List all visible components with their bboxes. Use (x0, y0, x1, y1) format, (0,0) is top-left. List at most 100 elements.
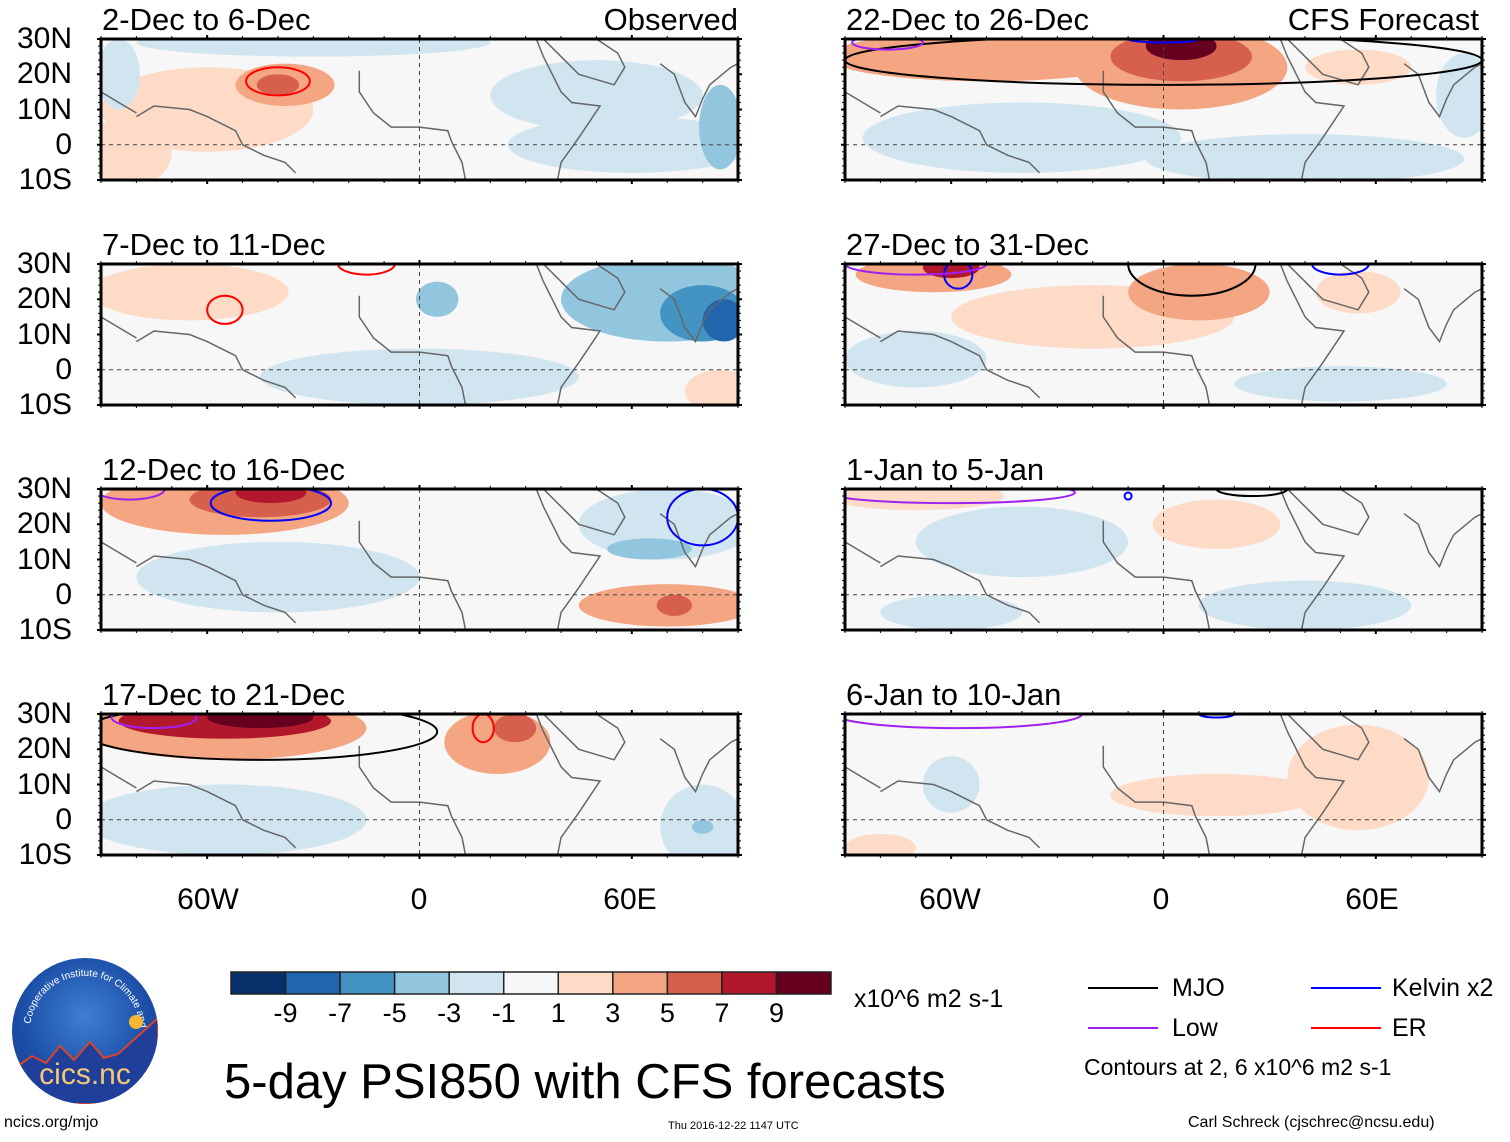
positive-anomaly-region (1128, 264, 1270, 321)
coastline (101, 541, 137, 564)
logo-text: cics.nc (39, 1058, 131, 1091)
negative-anomaly-region (1436, 53, 1482, 138)
colorbar-swatch (284, 971, 341, 995)
x-tick-label-left-0: 0 (410, 883, 428, 916)
y-tick-label: 10N (16, 92, 72, 126)
legend-label-er: ER (1392, 1014, 1427, 1042)
coastline (845, 316, 881, 339)
positive-anomaly-region (845, 39, 1146, 82)
coastline (1286, 39, 1370, 86)
coastline (535, 264, 602, 405)
negative-anomaly-region (607, 538, 692, 560)
observed-column-tag: Observed (603, 2, 738, 37)
negative-anomaly-region (862, 102, 1182, 173)
legend-label-kelvin: Kelvin x2 (1392, 974, 1494, 1002)
coastline (542, 489, 626, 536)
negative-anomaly-region (660, 784, 738, 855)
map-panel (841, 485, 1486, 634)
low-contour (851, 39, 924, 51)
coastline (101, 316, 137, 339)
er-contour (471, 714, 495, 744)
negative-anomaly-region (490, 60, 703, 131)
colorbar-swatch (557, 971, 614, 995)
coastline (659, 63, 738, 119)
legend-label-mjo: MJO (1172, 974, 1225, 1002)
negative-anomaly-region (880, 594, 1022, 630)
colorbar-label: 1 (550, 998, 566, 1028)
y-tick-label: 20N (16, 57, 72, 91)
coastline (1286, 714, 1370, 761)
coastline (1279, 489, 1346, 630)
footer-url[interactable]: ncics.org/mjo (4, 1114, 99, 1131)
logo-mountains (12, 1016, 158, 1104)
positive-anomaly-region (845, 489, 1005, 511)
legend-line-low (1088, 1027, 1158, 1029)
logo-graphic: Cooperative Institute for Climate and Sa… (12, 958, 158, 1104)
mjo-contour (845, 39, 1482, 86)
colorbar-label: -5 (382, 998, 407, 1028)
colorbar-label: -1 (491, 998, 516, 1028)
coastline (659, 738, 738, 794)
coastline (1279, 264, 1346, 405)
positive-anomaly-region (1315, 271, 1401, 314)
er-contour (337, 264, 396, 276)
coastline (880, 105, 1041, 174)
positive-anomaly-region (1287, 724, 1429, 831)
low-contour (845, 264, 988, 276)
y-tick-label: 30N (16, 22, 72, 55)
coastline (1279, 39, 1346, 180)
panel-title: 1-Jan to 5-Jan (846, 452, 1045, 487)
negative-anomaly-region (1198, 580, 1412, 630)
y-tick-label: 0 (55, 802, 72, 836)
coastline (1403, 738, 1482, 794)
y-tick-label: 20N (16, 732, 72, 766)
x-tick-label-right-60e: 60E (1345, 883, 1399, 916)
footer-author: Carl Schreck (cjschrec@ncsu.edu) (1188, 1114, 1435, 1131)
colorbar-label: -7 (328, 998, 353, 1028)
kelvin-contour (1123, 491, 1133, 501)
colorbar-swatch (448, 971, 505, 995)
colorbar-label: 9 (768, 998, 784, 1028)
map-panel (97, 35, 742, 184)
coastline (659, 513, 738, 569)
colorbar-label: -9 (273, 998, 298, 1028)
positive-anomaly-region (1305, 49, 1412, 85)
y-tick-label: 0 (55, 127, 72, 161)
panel-title: 27-Dec to 31-Dec (846, 227, 1089, 262)
y-tick-label: 20N (16, 282, 72, 316)
y-tick-label: 30N (16, 697, 72, 730)
y-tick-label: 10S (18, 388, 72, 421)
negative-anomaly-region (691, 819, 714, 834)
positive-anomaly-region (493, 714, 537, 743)
y-tick-label: 10N (16, 542, 72, 576)
coastline (880, 330, 1041, 399)
er-contour (245, 66, 311, 97)
colorbar-swatch (502, 971, 560, 995)
low-contour (110, 714, 198, 730)
cics-logo: Cooperative Institute for Climate and Sa… (12, 958, 158, 1104)
y-tick-label: 10S (18, 838, 72, 871)
map-panel (841, 35, 1486, 184)
legend-line-er (1311, 1027, 1381, 1029)
positive-anomaly-region (101, 116, 172, 180)
svg-text:Cooperative Institute for Clim: Cooperative Institute for Climate and Sa… (12, 958, 148, 1031)
colorbar (230, 971, 832, 995)
negative-anomaly-region (101, 784, 367, 855)
contour-note: Contours at 2, 6 x10^6 m2 s-1 (1084, 1054, 1392, 1080)
panel-title: 17-Dec to 21-Dec (102, 677, 345, 712)
low-contour (845, 489, 1076, 505)
colorbar-units: x10^6 m2 s-1 (854, 985, 1004, 1013)
coastline (1403, 63, 1482, 119)
positive-anomaly-region (1152, 499, 1281, 549)
map-panel (97, 485, 742, 634)
panel-title: 2-Dec to 6-Dec (102, 2, 311, 37)
y-tick-label: 20N (16, 507, 72, 541)
positive-anomaly-region (1145, 39, 1217, 61)
logo-sun (129, 1015, 143, 1029)
legend-line-mjo (1088, 987, 1158, 989)
negative-anomaly-region (1234, 366, 1447, 402)
forecast-column-tag: CFS Forecast (1287, 2, 1479, 37)
colorbar-label: 5 (659, 998, 675, 1028)
negative-anomaly-region (915, 506, 1129, 578)
panel-title: 7-Dec to 11-Dec (102, 227, 326, 262)
